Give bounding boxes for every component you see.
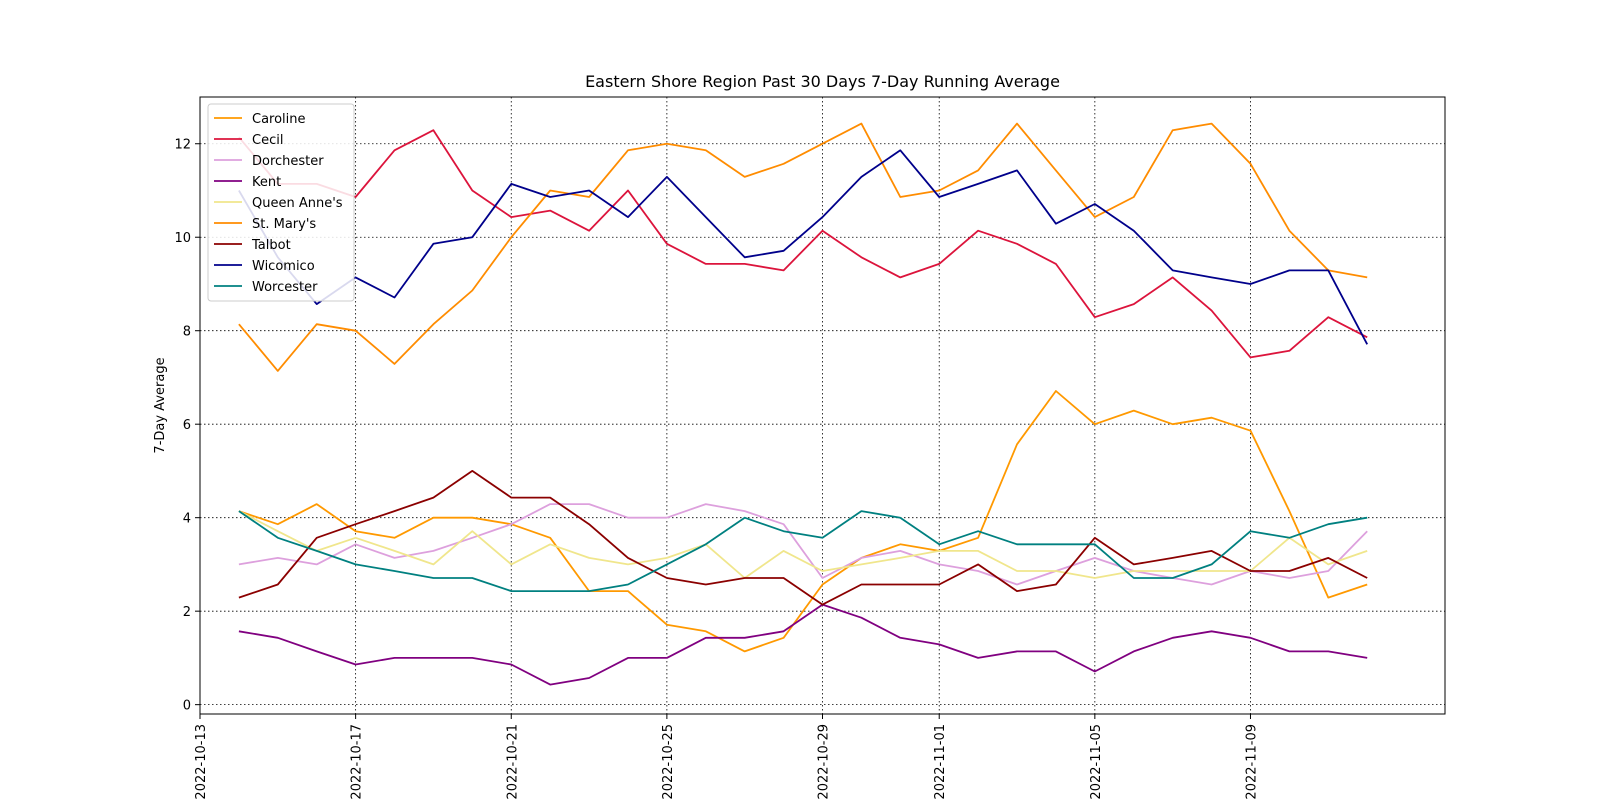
x-tick-label: 2022-10-13 bbox=[194, 724, 209, 800]
legend-box bbox=[207, 103, 355, 302]
y-axis-ticks: 0 2 4 6 8 10 12 bbox=[174, 138, 200, 714]
x-tick-label: 2022-11-05 bbox=[1089, 724, 1104, 800]
y-tick-label: 0 bbox=[183, 699, 191, 714]
legend-label: Queen Anne's bbox=[252, 196, 343, 211]
grid bbox=[199, 97, 1445, 714]
x-tick-label: 2022-11-09 bbox=[1244, 724, 1259, 800]
y-tick-label: 8 bbox=[183, 325, 191, 340]
legend-label: Dorchester bbox=[252, 154, 324, 169]
legend-label: St. Mary's bbox=[252, 217, 316, 232]
y-tick-label: 10 bbox=[174, 231, 191, 246]
series-line-talbot bbox=[238, 469, 1368, 606]
legend: Caroline Cecil Dorchester Kent Queen Anne's S… bbox=[207, 103, 355, 302]
x-tick-label: 2022-10-29 bbox=[817, 724, 832, 800]
y-tick-label: 2 bbox=[183, 605, 191, 620]
series-line-wicomico bbox=[238, 149, 1368, 345]
series-line-st-mary-s bbox=[238, 122, 1368, 372]
y-axis-label: 7-Day Average bbox=[153, 357, 168, 453]
series-line-worcester bbox=[238, 510, 1368, 592]
series-lines bbox=[238, 122, 1368, 686]
series-line-caroline bbox=[238, 390, 1368, 653]
x-axis-ticks: 2022-10-13 2022-10-17 2022-10-21 2022-10-25… bbox=[194, 714, 1259, 800]
series-line-queen-anne-s bbox=[238, 510, 1368, 579]
x-tick-label: 2022-10-17 bbox=[350, 724, 365, 800]
legend-label: Talbot bbox=[251, 238, 291, 253]
legend-label: Worcester bbox=[252, 280, 318, 295]
series-line-cecil bbox=[238, 129, 1368, 359]
x-tick-label: 2022-10-25 bbox=[661, 724, 676, 800]
y-tick-label: 4 bbox=[183, 512, 191, 527]
chart-title: Eastern Shore Region Past 30 Days 7-Day … bbox=[585, 72, 1060, 91]
y-tick-label: 6 bbox=[183, 418, 191, 433]
y-tick-label: 12 bbox=[174, 138, 191, 153]
series-line-kent bbox=[238, 603, 1368, 686]
legend-label: Cecil bbox=[252, 133, 283, 148]
legend-label: Caroline bbox=[252, 112, 306, 127]
legend-label: Wicomico bbox=[252, 259, 315, 274]
x-tick-label: 2022-11-01 bbox=[933, 724, 948, 800]
legend-label: Kent bbox=[252, 175, 281, 190]
series-line-dorchester bbox=[238, 503, 1368, 586]
x-tick-label: 2022-10-21 bbox=[505, 724, 520, 800]
